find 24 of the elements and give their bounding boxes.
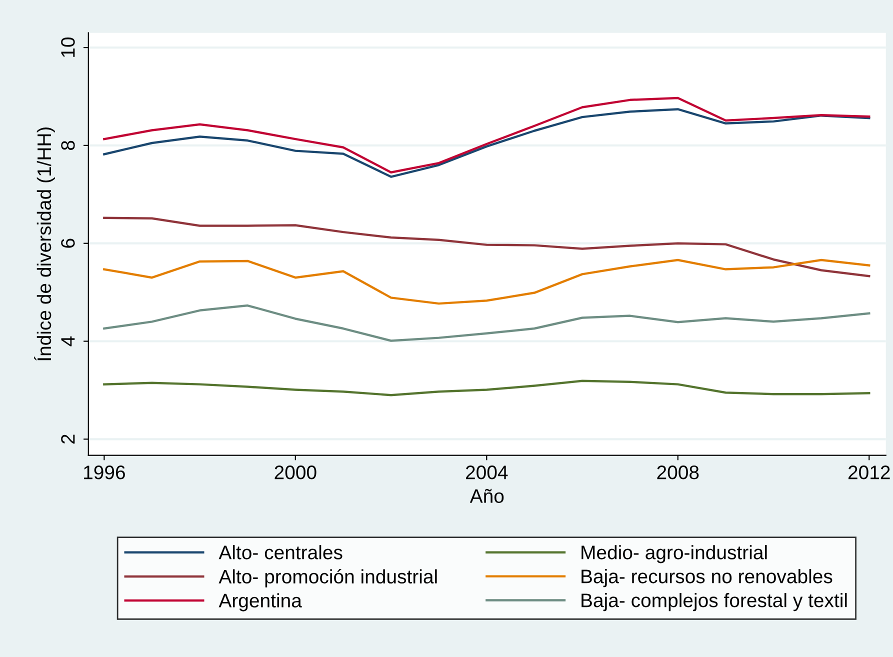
line-series [103, 304, 870, 342]
line-series [103, 258, 870, 305]
line-series [103, 216, 870, 278]
x-tick-label: 1996 [84, 466, 125, 480]
x-tick-label: 2008 [657, 466, 699, 480]
y-axis-title: Índice de diversidad (1/HH) [34, 127, 55, 361]
y-tick-label: 2 [61, 434, 75, 444]
x-tick-label: 2012 [848, 466, 890, 480]
legend-label: Argentina [218, 593, 302, 612]
line-series [103, 108, 870, 178]
legend-label: Alto- promoción industrial [218, 569, 437, 588]
y-tick-label: 6 [61, 238, 75, 248]
legend-label: Baja- complejos forestal y textil [582, 592, 847, 612]
x-tick-label: 2000 [274, 466, 316, 480]
line-series [103, 380, 870, 396]
y-tick-label: 8 [61, 140, 75, 150]
legend-label: Medio- agro-industrial [582, 545, 767, 564]
line-series [103, 96, 870, 174]
legend-label: Baja- recursos no renovables [582, 569, 832, 588]
legend-label: Alto- centrales [218, 545, 342, 560]
y-tick-label: 4 [61, 336, 75, 346]
x-axis-title: Año [470, 488, 504, 503]
x-tick-label: 2004 [466, 466, 508, 480]
y-tick-label: 10 [61, 37, 75, 57]
